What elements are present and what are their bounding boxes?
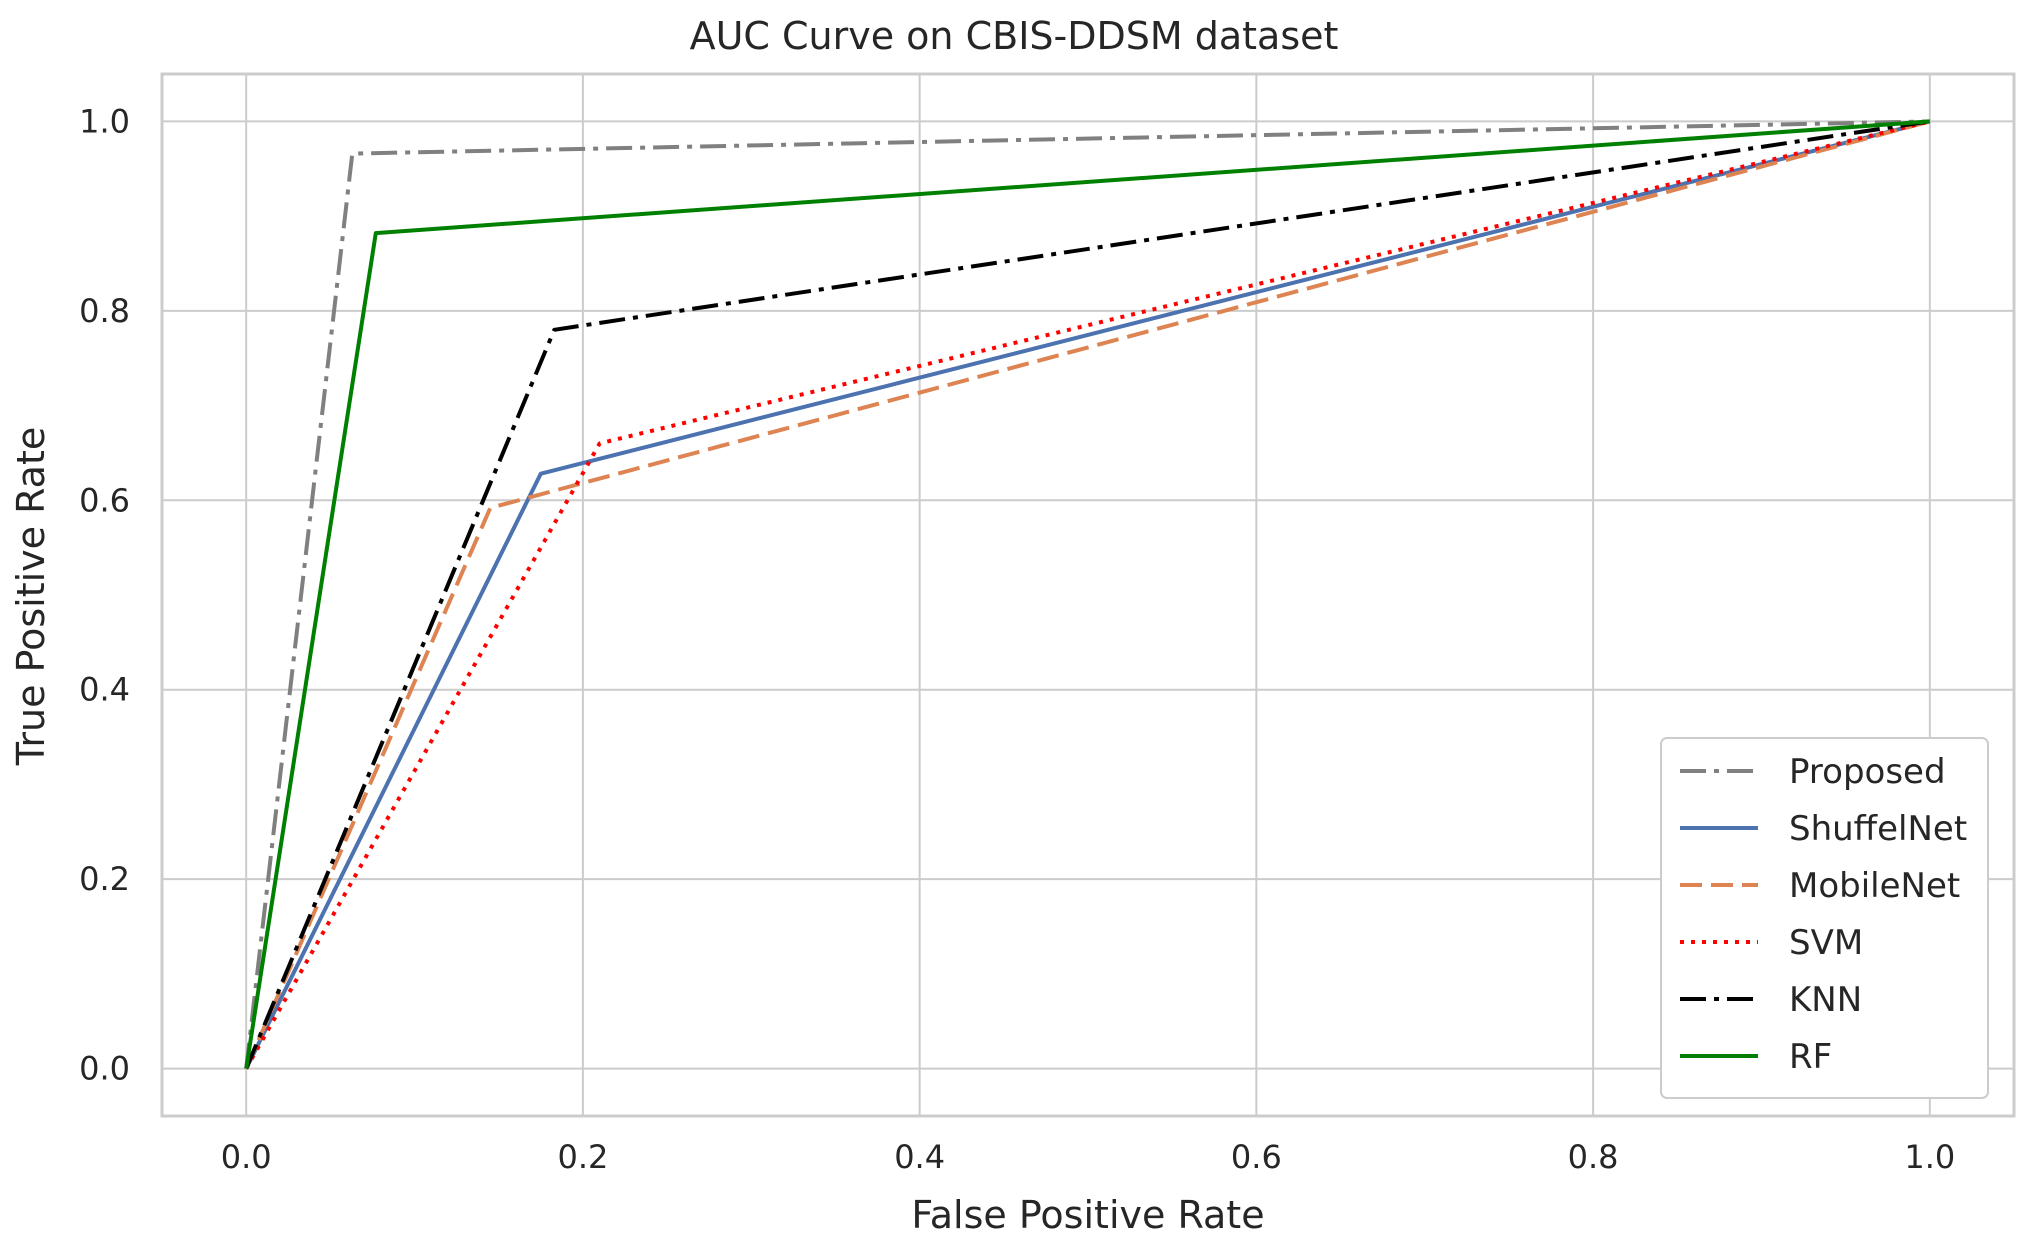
y-tick-label: 0.6 — [79, 481, 130, 519]
legend-label-rf: RF — [1789, 1037, 1832, 1077]
y-tick-label: 1.0 — [79, 102, 130, 140]
series-line-proposed — [244, 119, 1930, 1069]
x-tick-label: 0.4 — [894, 1138, 945, 1176]
legend-label-shuffelnet: ShuffelNet — [1789, 809, 1967, 849]
series-line-shuffelnet — [244, 119, 1931, 1070]
x-tick-label: 0.6 — [1231, 1138, 1282, 1176]
x-tick-label: 0.0 — [221, 1138, 272, 1176]
series-line-knn — [244, 119, 1931, 1070]
legend-label-proposed: Proposed — [1789, 752, 1946, 792]
y-axis-label: True Positive Rate — [9, 427, 53, 767]
series-layer — [244, 119, 1931, 1070]
series-line-svm — [244, 119, 1931, 1070]
plot-frame — [160, 72, 2016, 1118]
x-tick-label: 1.0 — [1904, 1138, 1955, 1176]
x-axis-label: False Positive Rate — [911, 1193, 1264, 1237]
legend: Proposed ShuffelNet MobileNet SVM KNN RF — [1660, 737, 1989, 1099]
y-tick-label: 0.2 — [79, 860, 130, 898]
x-tick-label: 0.8 — [1568, 1138, 1619, 1176]
legend-entries: Proposed ShuffelNet MobileNet SVM KNN RF — [1680, 752, 1967, 1077]
y-tick-label: 0.8 — [79, 292, 130, 330]
legend-label-svm: SVM — [1789, 923, 1863, 963]
legend-label-knn: KNN — [1789, 980, 1862, 1020]
series-line-rf — [244, 119, 1930, 1069]
tick-labels: 0.0 0.2 0.4 0.6 0.8 1.0 0.0 0.2 0.4 0.6 0.8 1.0 — [79, 102, 1955, 1176]
y-tick-label: 0.0 — [79, 1050, 130, 1088]
legend-label-mobilenet: MobileNet — [1789, 866, 1960, 906]
x-tick-label: 0.2 — [557, 1138, 608, 1176]
series-line-mobilenet — [244, 119, 1931, 1070]
chart-title: AUC Curve on CBIS-DDSM dataset — [690, 14, 1339, 58]
y-tick-label: 0.4 — [79, 671, 130, 709]
